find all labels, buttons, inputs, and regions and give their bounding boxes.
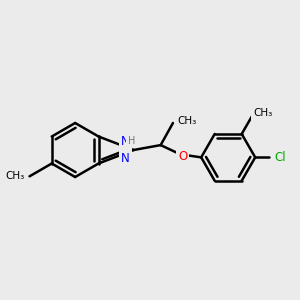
Text: CH₃: CH₃ <box>177 116 196 125</box>
Text: CH₃: CH₃ <box>254 108 273 118</box>
Text: Cl: Cl <box>274 151 286 164</box>
Text: N: N <box>121 135 130 148</box>
Text: H: H <box>128 136 136 146</box>
Text: N: N <box>121 152 130 165</box>
Text: CH₃: CH₃ <box>6 171 25 181</box>
Text: O: O <box>178 150 187 163</box>
